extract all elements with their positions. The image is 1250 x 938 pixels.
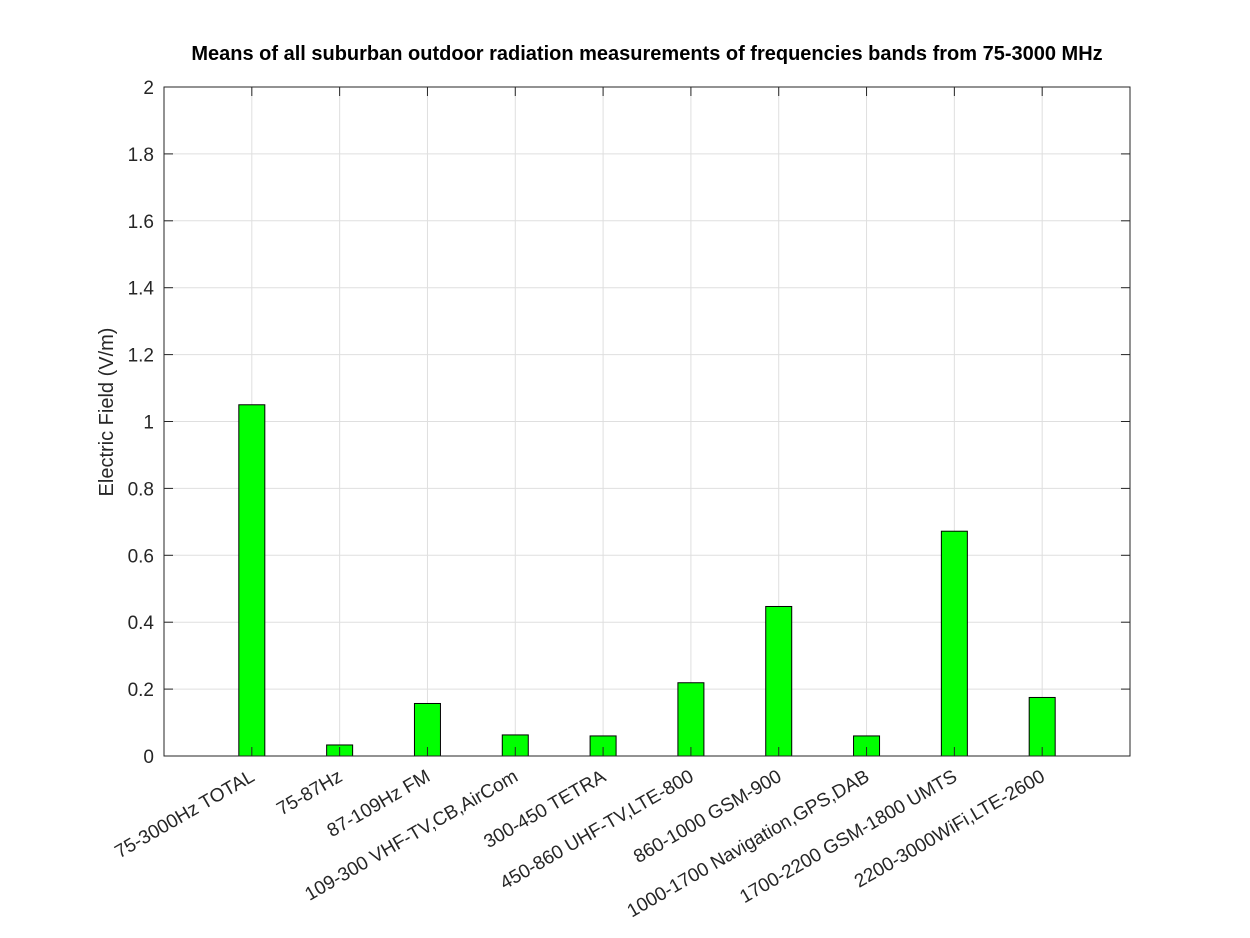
x-tick-label: 75-87Hz [273,766,346,820]
y-tick-label: 0.8 [128,479,154,500]
grid-lines [164,86,1130,757]
y-tick-label: 1 [143,413,154,434]
y-tick-label: 1.6 [128,212,154,233]
y-axis-label: Electric Field (V/m) [96,328,118,497]
y-axis-ticks: 0 0.2 0.4 0.6 0.8 1 1.2 1.4 1.6 1.8 2 [128,78,1130,768]
chart-title: Means of all suburban outdoor radiation … [191,43,1102,65]
bar [765,605,793,757]
x-tick-label: 860-1000 GSM-900 [630,766,785,868]
bar [1028,696,1056,757]
bars [238,404,1056,757]
y-tick-label: 1.8 [128,145,154,166]
y-tick-label: 0.6 [128,546,154,567]
bar [940,530,968,757]
y-tick-label: 2 [143,78,154,99]
y-tick-label: 1.4 [128,279,155,300]
y-tick-label: 0 [143,747,154,768]
bar [238,404,266,757]
y-tick-label: 0.2 [128,680,154,701]
bar [677,682,705,757]
x-tick-label: 75-3000Hz TOTAL [112,766,259,863]
y-tick-label: 0.4 [128,613,155,634]
y-tick-label: 1.2 [128,346,154,367]
